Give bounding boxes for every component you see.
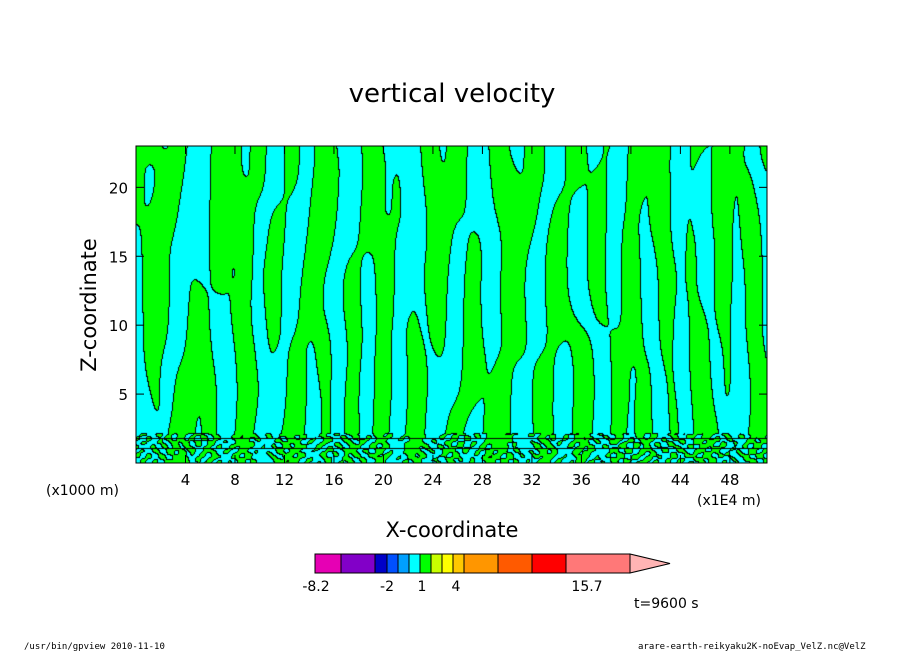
y-axis-unit: (x1000 m) — [46, 483, 119, 499]
footer-left: /usr/bin/gpview 2010-11-10 — [24, 642, 165, 652]
colorbar-segment — [397, 553, 410, 574]
time-label: t=9600 s — [634, 596, 699, 612]
y-axis-label: Z-coordinate — [77, 238, 101, 372]
colorbar-segment — [452, 553, 465, 574]
colorbar-label: -2 — [380, 579, 394, 595]
colorbar-segment — [441, 553, 454, 574]
x-tick-label: 48 — [720, 471, 739, 489]
y-tick-label: 15 — [109, 248, 128, 266]
x-axis-ticks: 4 8 12 16 20 24 28 32 36 40 44 48 — [181, 146, 739, 489]
x-tick-label: 32 — [522, 471, 541, 489]
plot-frame — [135, 145, 768, 464]
colorbar-label: 4 — [452, 579, 461, 595]
footer-right: arare-earth-reikyaku2K-noEvap_VelZ.nc@Ve… — [638, 642, 866, 652]
colorbar-segment — [408, 553, 421, 574]
x-tick-label: 36 — [572, 471, 591, 489]
x-tick-label: 20 — [374, 471, 393, 489]
x-tick-label: 4 — [181, 471, 191, 489]
y-tick-label: 20 — [109, 179, 128, 197]
x-tick-label: 44 — [671, 471, 690, 489]
x-tick-label: 12 — [275, 471, 294, 489]
x-tick-label: 40 — [621, 471, 640, 489]
colorbar-segment — [531, 553, 567, 574]
contour-field — [136, 146, 767, 463]
x-tick-label: 16 — [324, 471, 343, 489]
colorbar-segment — [463, 553, 499, 574]
colorbar-segment — [374, 553, 388, 574]
colorbar: -8.2 -2 1 4 15.7 — [302, 553, 671, 595]
colorbar-segment — [430, 553, 443, 574]
x-axis-label: X-coordinate — [386, 518, 519, 542]
colorbar-segment — [497, 553, 533, 574]
plot-area — [136, 146, 767, 463]
colorbar-label: -8.2 — [302, 579, 329, 595]
y-tick-label: 10 — [109, 317, 128, 335]
x-tick-label: 28 — [473, 471, 492, 489]
colorbar-segment — [565, 553, 631, 574]
colorbar-segment — [340, 553, 376, 574]
colorbar-label: 15.7 — [571, 579, 602, 595]
x-axis-unit: (x1E4 m) — [697, 493, 761, 509]
colorbar-label: 1 — [418, 579, 427, 595]
y-axis-ticks: 5 10 15 20 — [109, 179, 767, 404]
x-tick-label: 24 — [423, 471, 442, 489]
colorbar-segment — [386, 553, 399, 574]
y-tick-label: 5 — [118, 386, 128, 404]
colorbar-extension — [629, 553, 671, 574]
colorbar-segment — [314, 553, 342, 574]
colorbar-segment — [419, 553, 432, 574]
chart-title: vertical velocity — [349, 79, 556, 109]
x-tick-label: 8 — [230, 471, 240, 489]
